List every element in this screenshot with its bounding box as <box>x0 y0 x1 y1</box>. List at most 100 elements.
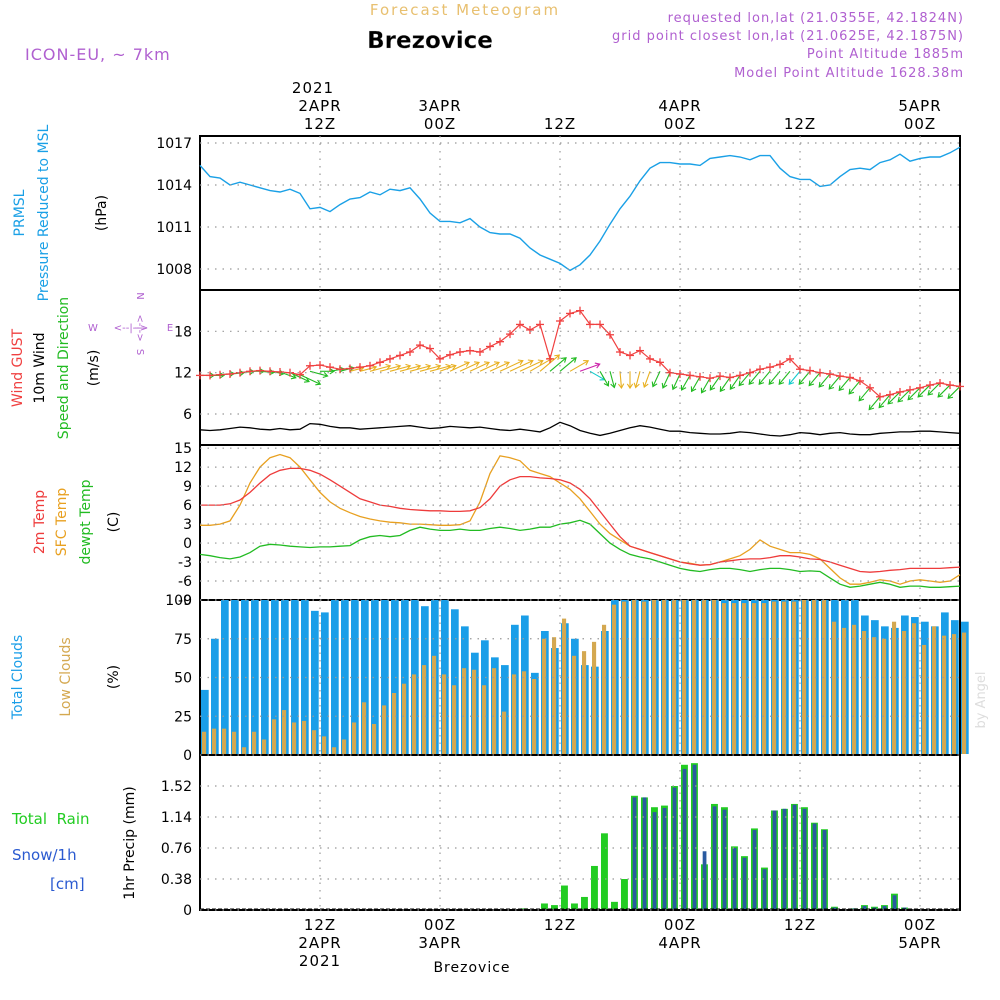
pressure-side-labels: PRMSL Pressure Reduced to MSL (hPa) <box>12 124 110 301</box>
wind-arrow-head <box>848 388 855 395</box>
low-cloud-bar <box>421 665 427 754</box>
low-cloud-bar <box>281 710 287 754</box>
bottom-tick-hour: 00Z <box>904 916 936 934</box>
wind-arrow-head <box>554 354 561 361</box>
bottom-tick-date: 4APR <box>658 934 701 952</box>
snow-bar <box>882 905 887 909</box>
snow-bar <box>732 848 737 909</box>
wind-arrow-head <box>537 359 544 366</box>
wind-arrow <box>927 382 941 396</box>
wind-arrow-head <box>838 385 845 392</box>
low-cloud-bar <box>931 626 937 754</box>
precip-y-axis: 0 0.38 0.76 1.14 1.52 <box>161 779 960 919</box>
top-tick-hour: 12Z <box>304 115 336 133</box>
snow-bar <box>632 797 637 909</box>
total-cloud-bar <box>221 600 229 754</box>
low-cloud-bar <box>611 604 617 754</box>
total-cloud-bar <box>271 600 279 754</box>
speeddir-label: Speed and Direction <box>56 297 72 439</box>
low-cloud-bar <box>431 655 437 754</box>
low-cloud-bar <box>321 736 327 754</box>
wind-arrow <box>788 370 801 385</box>
totrain-label: Total Rain <box>11 810 90 828</box>
wind-arrow-head <box>778 379 785 385</box>
bottom-tick-date: 2APR <box>298 934 341 952</box>
low-cloud-bar <box>681 600 687 754</box>
low-cloud-bar <box>521 671 527 754</box>
y-tick-label: 0 <box>183 536 192 552</box>
top-tick-date: 2APR <box>298 97 341 115</box>
top-tick-date: 4APR <box>658 97 701 115</box>
rain-bar <box>571 903 578 909</box>
dewpt-line <box>199 519 961 588</box>
wind-arrow <box>519 360 544 372</box>
top-tick-date: 5APR <box>898 97 941 115</box>
y-tick-label: -3 <box>178 555 192 571</box>
low-cloud-bar <box>331 747 337 754</box>
wind-arrow <box>489 361 510 372</box>
bottom-tick-hour: 12Z <box>544 916 576 934</box>
low-cloud-bar <box>741 603 747 754</box>
low-cloud-bar <box>901 631 907 754</box>
wind-arrow-head <box>897 396 904 403</box>
snow-bar <box>662 808 667 909</box>
low-cloud-bar <box>801 600 807 754</box>
low-cloud-bar <box>651 600 657 754</box>
total-cloud-bar <box>391 600 399 754</box>
snow-bar <box>792 804 797 909</box>
wind10-line <box>199 421 961 437</box>
total-cloud-bar <box>291 600 299 754</box>
snow-bar <box>892 895 897 909</box>
wind-arrow-head <box>887 398 894 405</box>
wind-arrow-head <box>868 404 875 411</box>
cloud-plot <box>201 600 969 754</box>
wind-arrow <box>818 373 831 388</box>
wind-arrow <box>808 372 821 386</box>
wind-arrow-head <box>633 382 640 389</box>
model-label: ICON-EU, ~ 7km <box>25 45 171 64</box>
low-cloud-bar <box>701 600 707 754</box>
gust-line <box>200 310 961 398</box>
wind-arrow-head <box>517 359 524 366</box>
wind-arrow-head <box>304 377 310 383</box>
wind-arrow <box>729 375 741 390</box>
bottom-tick-hour: 00Z <box>424 916 456 934</box>
wind-arrow-head <box>927 389 934 396</box>
total-cloud-bar <box>231 600 239 754</box>
wind-arrow-head <box>690 386 697 393</box>
compass-arrow-v: <-|-> <box>134 314 145 341</box>
wind-arrow-head <box>828 383 835 390</box>
wind-arrow-head <box>405 363 412 370</box>
wind-arrow-head <box>748 379 755 385</box>
low-cloud-bar <box>631 600 637 754</box>
y-tick-label: 0.76 <box>161 841 192 857</box>
snow-bar <box>682 768 687 909</box>
temperature-plot <box>199 453 961 588</box>
low-cloud-bar <box>341 739 347 754</box>
total-cloud-bar <box>311 610 319 754</box>
low-cloud-bar <box>851 624 857 754</box>
top-tick-hour: 12Z <box>544 115 576 133</box>
precip-side-labels: Total Rain Snow/1h [cm] 1hr Precip (mm) <box>11 786 138 899</box>
total-cloud-bar <box>341 600 349 754</box>
low-cloud-bar <box>351 722 357 754</box>
gust-label: Wind GUST <box>10 328 26 407</box>
total-cloud-bar <box>451 609 459 754</box>
snow-bar <box>862 905 867 909</box>
wind-arrow <box>439 365 456 372</box>
wind-arrow <box>369 365 391 372</box>
y-tick-label: 25 <box>174 709 192 725</box>
wind-arrow <box>748 370 761 385</box>
low-cloud-bar <box>511 674 517 754</box>
pressure-plot <box>199 146 961 272</box>
wind-arrow <box>758 370 771 385</box>
wind-arrow <box>798 370 811 385</box>
hpa-label: (hPa) <box>94 195 110 231</box>
wind-arrow-head <box>768 379 775 385</box>
wind-arrow-head <box>642 382 649 389</box>
y-tick-label: 1014 <box>156 178 192 194</box>
bottom-tick-hour: 12Z <box>784 916 816 934</box>
wind-arrow-head <box>464 361 470 367</box>
snow-bar <box>832 907 837 909</box>
